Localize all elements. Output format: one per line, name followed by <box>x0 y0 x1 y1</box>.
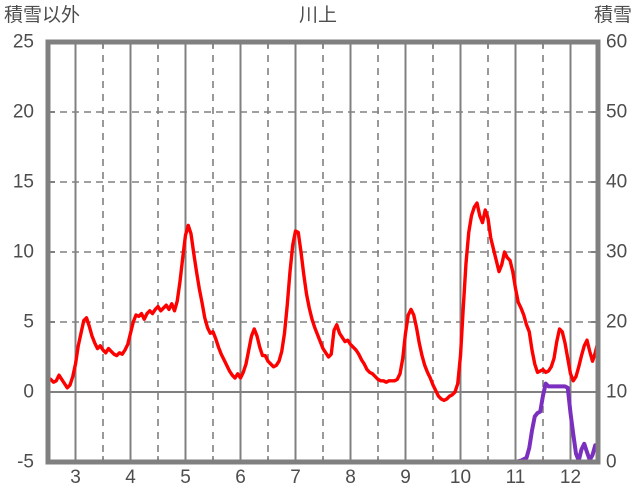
left-axis-label: 積雪以外 <box>4 5 81 26</box>
x-axis-tick-label: 9 <box>400 467 411 488</box>
y-axis-left-tick-label: 0 <box>23 381 34 403</box>
grid-lines <box>48 42 598 462</box>
y-axis-right-tick-label: 0 <box>606 451 617 473</box>
y-axis-right-tick-label: 30 <box>606 241 628 263</box>
x-axis-tick-label: 10 <box>449 467 472 488</box>
series-line-non-snow <box>46 201 600 403</box>
y-axis-left-tick-label: -5 <box>17 451 34 473</box>
right-axis-label: 積雪 <box>593 5 632 26</box>
y-axis-right-tick-label: 60 <box>606 31 628 53</box>
y-axis-left-tick-label: 15 <box>12 171 34 193</box>
y-axis-left-tick-label: 10 <box>12 241 34 263</box>
y-axis-left-tick-label: 25 <box>12 31 34 53</box>
x-axis-tick-label: 5 <box>180 467 191 488</box>
y-axis-right-tick-label: 40 <box>606 171 628 193</box>
x-axis-tick-label: 8 <box>345 467 356 488</box>
x-axis-tick-label: 3 <box>70 467 81 488</box>
chart-title: 川上 <box>298 5 337 26</box>
x-axis-tick-label: 6 <box>235 467 246 488</box>
x-axis-tick-label: 4 <box>125 467 136 488</box>
y-axis-left-tick-label: 20 <box>12 101 34 123</box>
tick-marks <box>48 41 598 463</box>
y-axis-right-tick-label: 10 <box>606 381 628 403</box>
x-axis-tick-label: 11 <box>505 467 526 488</box>
y-axis-left-tick-label: 5 <box>23 311 34 333</box>
x-axis-tick-label: 12 <box>559 467 582 488</box>
y-axis-right-tick-label: 50 <box>606 101 628 123</box>
y-axis-right-tick-label: 20 <box>606 311 628 333</box>
x-axis-tick-label: 7 <box>290 467 301 488</box>
